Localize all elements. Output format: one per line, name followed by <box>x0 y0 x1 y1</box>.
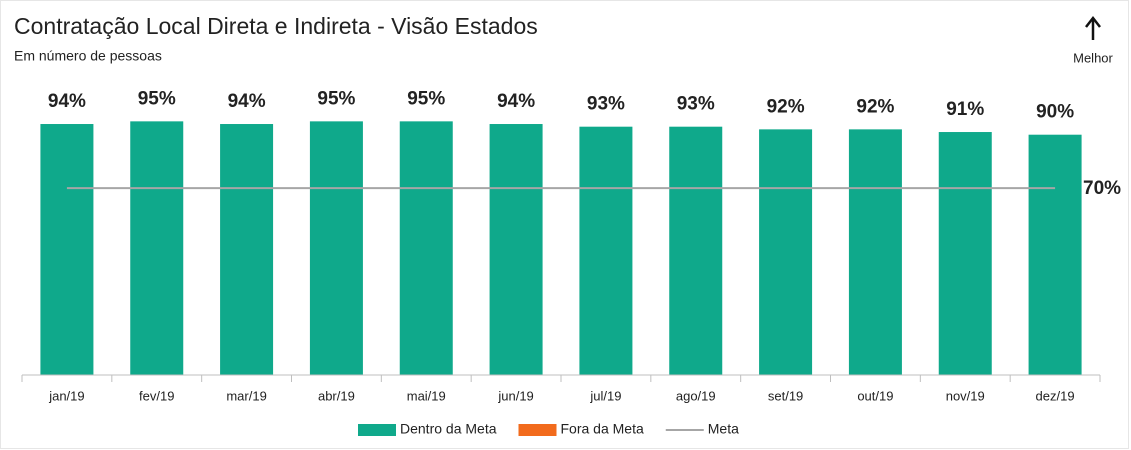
bar <box>848 129 902 375</box>
bar <box>399 121 453 375</box>
chart-title: Contratação Local Direta e Indireta - Vi… <box>14 13 538 39</box>
data-label: 92% <box>767 96 805 117</box>
data-label: 90% <box>1036 102 1074 123</box>
bar <box>579 126 633 375</box>
data-label: 94% <box>497 91 535 112</box>
bar <box>1028 134 1082 375</box>
bar <box>130 121 184 375</box>
legend-label: Fora da Meta <box>561 421 644 437</box>
bar <box>489 124 543 376</box>
data-label: 92% <box>856 96 894 117</box>
x-tick-label: jan/19 <box>48 388 84 403</box>
target-label: 70% <box>1083 178 1121 199</box>
x-tick-label: mai/19 <box>407 388 446 403</box>
data-label: 94% <box>48 91 86 112</box>
bar <box>309 121 363 375</box>
bar <box>40 124 94 376</box>
bar <box>669 126 723 375</box>
chart-subtitle: Em número de pessoas <box>14 48 162 64</box>
x-tick-label: jul/19 <box>589 388 621 403</box>
better-arrow <box>1085 15 1101 40</box>
data-label: 95% <box>407 88 445 109</box>
legend-label: Meta <box>708 421 739 437</box>
data-label: 94% <box>228 91 266 112</box>
x-tick-label: fev/19 <box>139 388 174 403</box>
x-tick-label: dez/19 <box>1036 388 1075 403</box>
x-tick-label: jun/19 <box>497 388 533 403</box>
bar <box>220 124 274 376</box>
data-label: 91% <box>946 99 984 120</box>
bar <box>759 129 813 375</box>
x-tick-label: nov/19 <box>946 388 985 403</box>
x-tick-label: out/19 <box>857 388 893 403</box>
legend-label: Dentro da Meta <box>400 421 497 437</box>
x-tick-label: mar/19 <box>226 388 266 403</box>
data-label: 93% <box>587 94 625 115</box>
bar <box>938 132 992 375</box>
x-tick-label: set/19 <box>768 388 803 403</box>
data-label: 95% <box>317 88 355 109</box>
legend-swatch <box>358 424 396 436</box>
legend-swatch <box>518 424 557 436</box>
data-label: 95% <box>138 88 176 109</box>
annotation: Melhor <box>1073 50 1113 65</box>
data-label: 93% <box>677 94 715 115</box>
x-tick-label: abr/19 <box>318 388 355 403</box>
x-tick-label: ago/19 <box>676 388 716 403</box>
